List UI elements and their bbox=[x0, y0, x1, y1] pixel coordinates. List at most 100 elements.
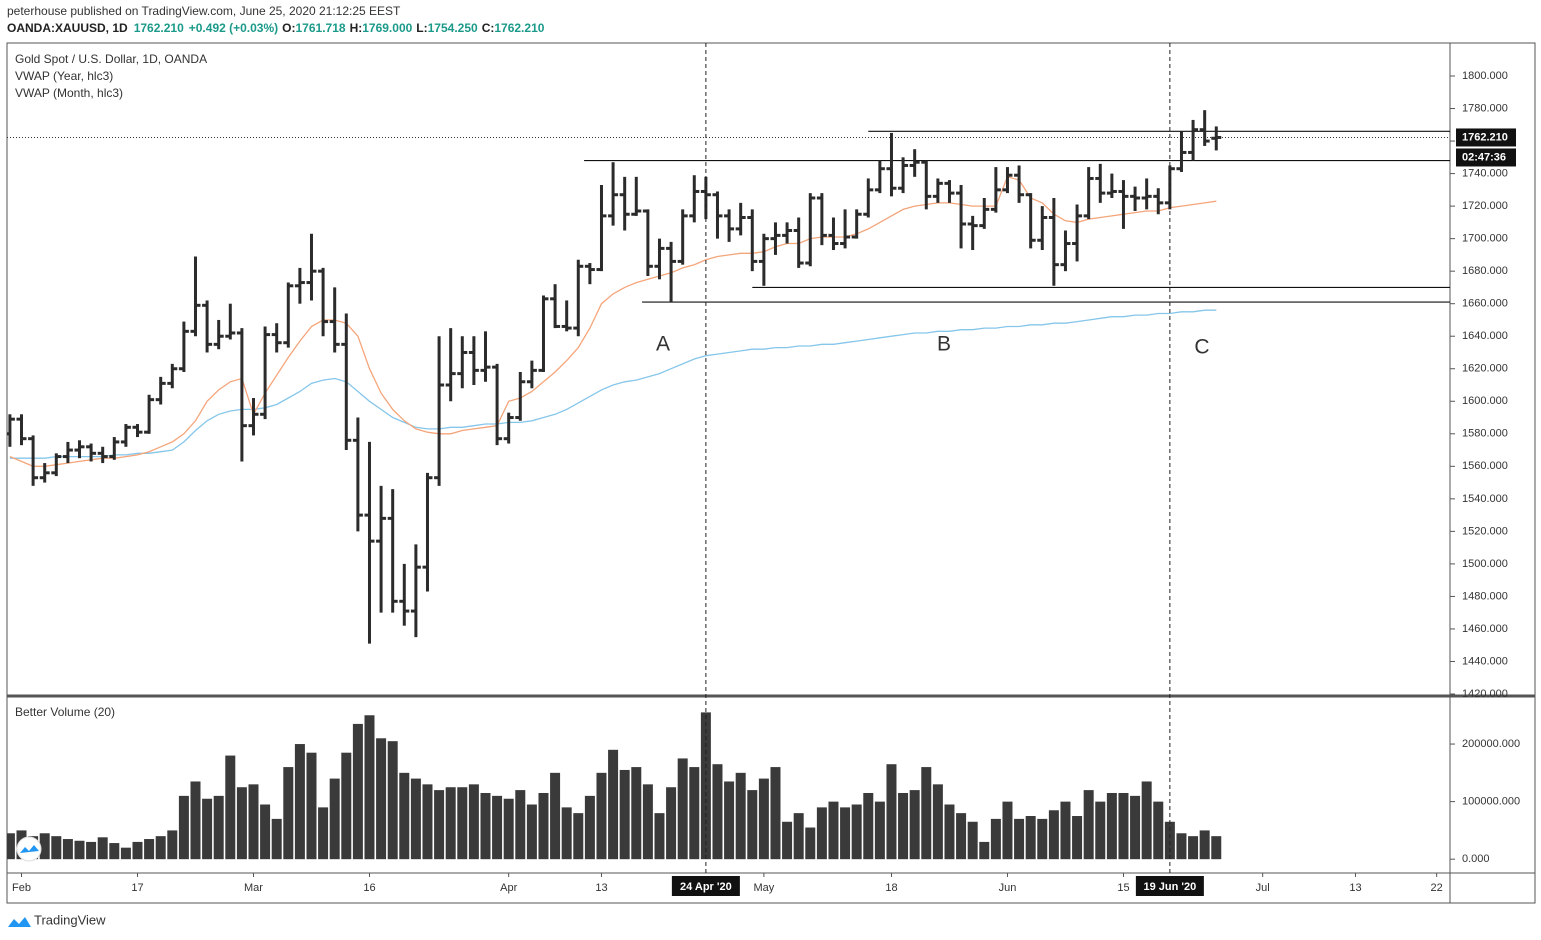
volume-bar bbox=[248, 784, 259, 860]
x-tick-label: Feb bbox=[12, 882, 31, 894]
legend-entry: VWAP (Year, hlc3) bbox=[15, 69, 113, 83]
volume-bar bbox=[1211, 836, 1222, 860]
volume-bar bbox=[202, 798, 213, 860]
volume-bar bbox=[155, 836, 166, 860]
y-tick-label: 1560.000 bbox=[1462, 460, 1508, 472]
volume-bar bbox=[109, 843, 120, 860]
quote-part: 1761.718 bbox=[296, 21, 346, 35]
volume-bar bbox=[805, 827, 816, 860]
volume-bar bbox=[86, 841, 97, 860]
volume-bar bbox=[956, 813, 967, 860]
y-tick-label: 1700.000 bbox=[1462, 233, 1508, 245]
volume-bar bbox=[1060, 801, 1071, 860]
volume-bar bbox=[793, 813, 804, 860]
volume-bar bbox=[422, 784, 433, 860]
volume-bar bbox=[979, 841, 990, 860]
quote-part: H: bbox=[350, 21, 363, 35]
vwap-line bbox=[9, 309, 1217, 459]
y-tick-label: 1460.000 bbox=[1462, 623, 1508, 635]
volume-bar bbox=[909, 790, 920, 860]
volume-bar bbox=[747, 790, 758, 860]
volume-bar bbox=[352, 723, 363, 860]
quote-part: 1754.250 bbox=[428, 21, 478, 35]
volume-bar bbox=[1072, 816, 1083, 860]
volume-bar bbox=[1002, 801, 1013, 860]
volume-bar bbox=[1141, 781, 1152, 860]
volume-bar bbox=[132, 841, 143, 860]
volume-bar bbox=[294, 744, 305, 860]
volume-bar bbox=[190, 781, 201, 860]
volume-bar bbox=[921, 767, 932, 860]
x-tick-label: Apr bbox=[500, 882, 517, 894]
vwap-line bbox=[9, 176, 1217, 467]
volume-bar bbox=[967, 821, 978, 860]
y-tick-label: 1680.000 bbox=[1462, 265, 1508, 277]
marker-label: 24 Apr '20 bbox=[680, 881, 732, 893]
annotation: B bbox=[937, 333, 951, 356]
volume-bar bbox=[608, 749, 619, 860]
volume-bar bbox=[584, 795, 595, 860]
volume-bar bbox=[689, 767, 700, 860]
volume-bar bbox=[503, 798, 514, 860]
y-tick-label: 1480.000 bbox=[1462, 590, 1508, 602]
annotation: C bbox=[1194, 336, 1209, 359]
y-tick-label: 200000.000 bbox=[1462, 738, 1520, 750]
y-tick-label: 1640.000 bbox=[1462, 330, 1508, 342]
volume-bar bbox=[758, 778, 769, 860]
volume-bar bbox=[457, 787, 468, 860]
quote-part: 1769.000 bbox=[362, 21, 412, 35]
volume-bar bbox=[1014, 818, 1025, 860]
volume-bar bbox=[863, 792, 874, 860]
y-tick-label: 1660.000 bbox=[1462, 298, 1508, 310]
volume-bar bbox=[782, 821, 793, 860]
volume-bar bbox=[932, 784, 943, 860]
x-tick-label: May bbox=[753, 882, 774, 894]
volume-bar bbox=[1106, 792, 1117, 860]
price-pane bbox=[7, 110, 1450, 644]
y-tick-label: 1800.000 bbox=[1462, 70, 1508, 82]
volume-bar bbox=[526, 804, 537, 860]
volume-bar bbox=[573, 813, 584, 860]
volume-bar bbox=[39, 833, 50, 860]
volume-bar bbox=[329, 778, 340, 860]
quote-part: O: bbox=[282, 21, 295, 35]
volume-bar bbox=[1118, 792, 1129, 860]
quote-part: L: bbox=[416, 21, 427, 35]
volume-bar bbox=[550, 772, 561, 860]
volume-bar bbox=[167, 830, 178, 860]
y-tick-label: 1780.000 bbox=[1462, 102, 1508, 114]
volume-bar bbox=[120, 847, 131, 860]
y-tick-label: 1580.000 bbox=[1462, 428, 1508, 440]
y-tick-label: 1500.000 bbox=[1462, 558, 1508, 570]
quote-line: OANDA:XAUUSD, 1D 1762.210 +0.492 (+0.03%) O… bbox=[7, 21, 545, 35]
volume-bar bbox=[480, 792, 491, 860]
marker-label-box bbox=[1135, 876, 1204, 896]
volume-bar bbox=[236, 787, 247, 860]
y-tick-label: 1600.000 bbox=[1462, 395, 1508, 407]
x-tick-label: Jun bbox=[999, 882, 1017, 894]
volume-bar bbox=[874, 801, 885, 860]
countdown-box bbox=[1456, 148, 1516, 167]
volume-bar bbox=[515, 790, 526, 860]
x-tick-label: 13 bbox=[1349, 882, 1361, 894]
quote-part: C: bbox=[482, 21, 495, 35]
last-price-box bbox=[1456, 128, 1516, 147]
volume-bar bbox=[816, 807, 827, 860]
volume-legend: Better Volume (20) bbox=[15, 705, 115, 719]
volume-bar bbox=[7, 833, 15, 860]
volume-bar bbox=[492, 795, 503, 860]
y-tick-label: 1720.000 bbox=[1462, 200, 1508, 212]
volume-bar bbox=[306, 752, 317, 860]
volume-bar bbox=[74, 840, 85, 860]
volume-bar bbox=[1176, 833, 1187, 860]
volume-bar bbox=[318, 807, 329, 860]
volume-bar bbox=[1037, 818, 1048, 860]
logo-icon bbox=[20, 845, 39, 853]
volume-bar bbox=[97, 837, 108, 860]
x-tick-label: 16 bbox=[363, 882, 375, 894]
y-tick-label: 1740.000 bbox=[1462, 167, 1508, 179]
publisher-line: peterhouse published on TradingView.com,… bbox=[7, 4, 401, 18]
y-tick-label: 1620.000 bbox=[1462, 363, 1508, 375]
last-price-label: 1762.210 bbox=[1462, 131, 1508, 143]
volume-bar bbox=[666, 787, 677, 860]
